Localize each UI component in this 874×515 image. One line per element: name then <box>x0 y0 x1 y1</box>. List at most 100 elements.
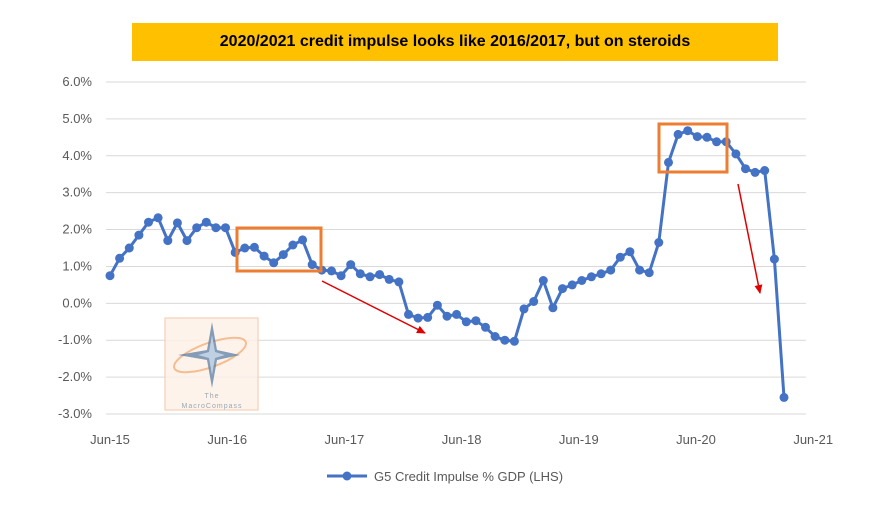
y-tick-label: 4.0% <box>62 148 92 163</box>
y-tick-label: 2.0% <box>62 222 92 237</box>
data-point <box>538 276 548 285</box>
y-tick-label: 6.0% <box>62 74 92 89</box>
data-point <box>298 235 308 245</box>
data-point <box>172 218 182 228</box>
data-point <box>673 129 683 139</box>
x-axis-labels: Jun-15 Jun-16 Jun-17 Jun-18 Jun-19 Jun-20 Jun-… <box>90 432 833 447</box>
data-point <box>490 332 500 341</box>
data-point <box>432 300 442 310</box>
y-tick-label: 1.0% <box>62 258 92 273</box>
data-point <box>182 236 192 246</box>
trend-arrow-2017 <box>321 280 426 334</box>
data-point <box>211 223 221 233</box>
data-point <box>586 272 596 282</box>
chart-title: 2020/2021 credit impulse looks like 2016… <box>132 23 778 61</box>
data-point <box>461 317 471 327</box>
data-point <box>221 223 230 233</box>
y-tick-label: -1.0% <box>58 332 92 347</box>
watermark-text-2: MacroCompass <box>181 403 242 410</box>
data-point <box>596 269 606 279</box>
x-tick-label: Jun-18 <box>442 432 482 447</box>
data-point <box>240 243 250 253</box>
data-point <box>259 251 269 261</box>
data-point <box>413 313 423 323</box>
legend-marker <box>342 471 352 481</box>
data-point <box>307 260 317 270</box>
data-point <box>163 236 173 246</box>
trend-arrow-2021 <box>737 183 763 294</box>
data-point <box>471 316 481 326</box>
data-point <box>375 270 385 280</box>
data-point <box>625 247 635 257</box>
y-tick-label: -2.0% <box>58 369 92 384</box>
data-point <box>423 312 433 322</box>
x-tick-label: Jun-17 <box>325 432 365 447</box>
data-point <box>644 268 654 278</box>
data-point <box>192 223 202 233</box>
y-tick-label: -3.0% <box>58 406 92 421</box>
data-point <box>509 336 519 346</box>
data-point <box>615 252 625 262</box>
data-point <box>741 164 750 174</box>
data-point <box>548 303 558 313</box>
data-point <box>500 335 510 345</box>
data-point <box>153 213 163 223</box>
y-tick-label: 5.0% <box>62 111 92 126</box>
data-point <box>249 242 259 252</box>
legend-label: G5 Credit Impulse % GDP (LHS) <box>374 469 563 484</box>
x-tick-label: Jun-20 <box>676 432 716 447</box>
y-tick-label: 3.0% <box>62 185 92 200</box>
data-point <box>327 266 336 276</box>
data-point <box>288 240 298 250</box>
data-point <box>124 243 134 253</box>
highlight-box-2016 <box>235 226 323 273</box>
data-point <box>346 260 356 270</box>
data-point <box>355 269 365 279</box>
data-point <box>134 230 144 240</box>
data-point <box>577 276 587 285</box>
data-point <box>278 250 288 260</box>
data-point <box>683 126 693 136</box>
series-g5-credit-impulse <box>105 126 789 402</box>
data-point <box>760 166 770 175</box>
data-point <box>654 238 664 247</box>
legend: G5 Credit Impulse % GDP (LHS) <box>327 469 563 484</box>
data-point <box>567 280 577 290</box>
data-point <box>452 309 462 319</box>
data-point <box>712 137 722 147</box>
data-point <box>702 132 712 142</box>
data-point <box>336 271 346 281</box>
data-point <box>115 253 125 263</box>
y-tick-label: 0.0% <box>62 295 92 310</box>
watermark-text-1: The <box>204 393 219 400</box>
data-point <box>144 217 153 227</box>
data-point <box>365 272 375 282</box>
data-point <box>750 167 760 177</box>
data-point <box>635 265 645 275</box>
x-tick-label: Jun-16 <box>207 432 247 447</box>
data-point <box>606 265 616 275</box>
data-point <box>692 132 702 142</box>
x-tick-label: Jun-21 <box>793 432 833 447</box>
data-point <box>519 304 529 314</box>
data-point <box>404 309 413 319</box>
data-point <box>769 254 779 264</box>
highlight-box-2020 <box>657 122 729 174</box>
data-point <box>779 392 789 402</box>
data-point <box>105 271 115 281</box>
x-tick-label: Jun-15 <box>90 432 130 447</box>
data-point <box>731 149 741 159</box>
x-tick-label: Jun-19 <box>559 432 599 447</box>
data-point <box>481 322 490 332</box>
data-point <box>269 258 279 268</box>
y-axis-labels: 6.0% 5.0% 4.0% 3.0% 2.0% 1.0% 0.0% -1.0% -2.0% -3… <box>58 74 92 421</box>
data-point <box>384 274 394 284</box>
data-point <box>442 311 452 321</box>
data-point <box>394 277 404 287</box>
data-point <box>201 217 211 227</box>
data-point <box>664 157 673 167</box>
data-point <box>558 284 567 294</box>
data-point <box>529 297 539 306</box>
watermark-logo: The MacroCompass <box>164 317 259 411</box>
